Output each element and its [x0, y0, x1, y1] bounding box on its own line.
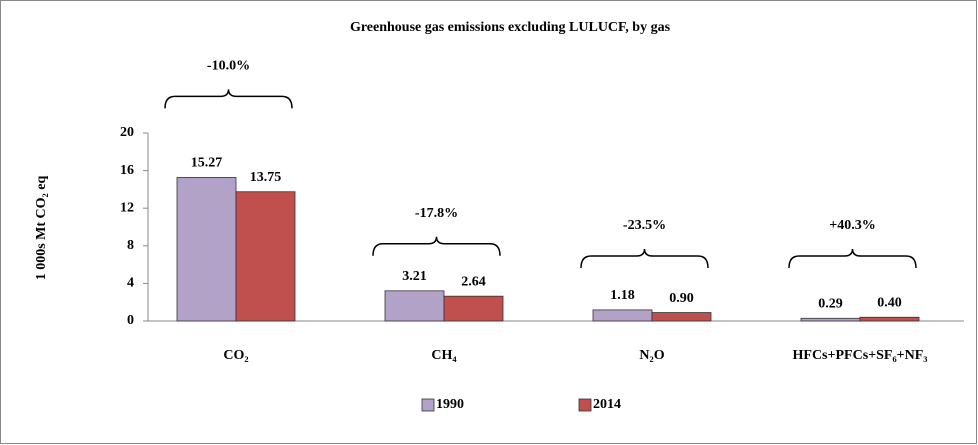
value-label: 1.18 — [610, 288, 635, 303]
bracket — [580, 248, 709, 269]
bar — [592, 309, 653, 322]
value-label: 2.64 — [461, 274, 486, 289]
value-label: 13.75 — [250, 170, 282, 185]
bar — [235, 191, 296, 322]
value-label: 15.27 — [191, 156, 223, 171]
chart-title: Greenhouse gas emissions excluding LULUC… — [350, 20, 671, 35]
bracket — [788, 248, 917, 269]
bar — [176, 177, 237, 322]
bar — [800, 317, 861, 322]
y-tick-label: 0 — [127, 313, 134, 328]
value-label: 0.29 — [818, 296, 843, 311]
legend-swatch — [421, 398, 435, 412]
value-label: 0.40 — [877, 295, 902, 310]
value-label: 3.21 — [402, 269, 427, 284]
bracket — [164, 89, 293, 109]
y-tick-label: 4 — [127, 276, 134, 291]
x-tick-label: HFCs+PFCs+SF₆+NF₃ — [793, 348, 928, 363]
annotation: -17.8% — [415, 206, 458, 221]
x-tick-label: CO₂ — [223, 348, 248, 363]
y-tick-label: 20 — [120, 125, 134, 140]
legend-label: 2014 — [593, 397, 621, 412]
bar — [443, 295, 504, 322]
bar — [651, 312, 712, 322]
annotation: +40.3% — [829, 218, 875, 233]
y-tick-label: 12 — [120, 200, 134, 215]
y-tick-label: 16 — [120, 163, 134, 178]
y-axis-label: 1 000s Mt CO₂ eq — [34, 176, 49, 281]
value-label: 0.90 — [669, 291, 694, 306]
bar — [859, 316, 920, 322]
x-tick-label: CH₄ — [431, 348, 457, 363]
bracket — [372, 236, 501, 256]
bar — [384, 290, 445, 322]
legend-label: 1990 — [436, 397, 464, 412]
annotation: -10.0% — [207, 59, 250, 74]
y-tick-label: 8 — [127, 238, 134, 253]
annotation: -23.5% — [623, 218, 666, 233]
legend-swatch — [578, 398, 592, 412]
x-tick-label: N₂O — [639, 348, 664, 363]
